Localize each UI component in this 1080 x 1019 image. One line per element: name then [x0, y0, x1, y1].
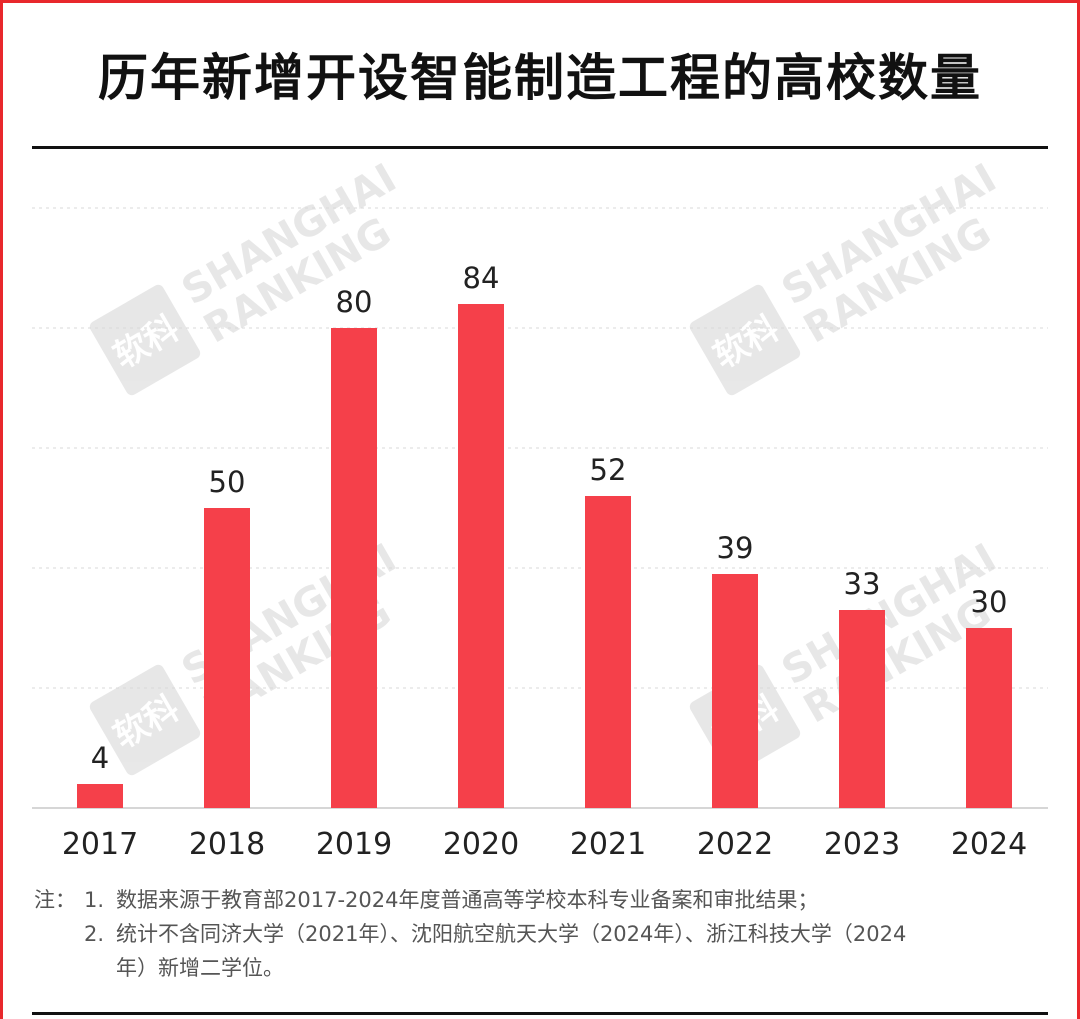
bar: [712, 574, 758, 808]
bar: [204, 508, 250, 808]
footnote: 注： 1. 数据来源于教育部2017-2024年度普通高等学校本科专业备案和审批…: [34, 883, 1048, 985]
bar: [458, 304, 504, 808]
footnote-lead: 注：: [34, 888, 76, 912]
frame-right-border: [1077, 0, 1080, 1019]
value-labels: 4 50 80 84 52 39 33 30: [91, 261, 1008, 775]
bottom-divider: [32, 1012, 1048, 1015]
data-label: 84: [463, 261, 500, 295]
x-tick-label: 2024: [951, 827, 1027, 862]
footnote-text: 数据来源于教育部2017-2024年度普通高等学校本科专业备案和审批结果；: [116, 888, 819, 912]
watermark-logo-icon: [689, 284, 801, 396]
data-label: 39: [717, 531, 754, 565]
footnote-row-2: 2. 统计不含同济大学（2021年）、沈阳航空航天大学（2024年）、浙江科技大…: [34, 917, 1048, 951]
bar: [77, 784, 123, 808]
data-label: 4: [91, 741, 109, 775]
footnote-number: 1.: [84, 888, 105, 912]
title-divider: [32, 146, 1048, 149]
footnote-row-1: 注： 1. 数据来源于教育部2017-2024年度普通高等学校本科专业备案和审批…: [34, 883, 1048, 917]
data-label: 50: [209, 465, 246, 499]
frame-left-border: [0, 0, 3, 1019]
chart-title: 历年新增开设智能制造工程的高校数量: [98, 49, 982, 107]
footnote-text: 统计不含同济大学（2021年）、沈阳航空航天大学（2024年）、浙江科技大学（2…: [116, 922, 907, 946]
x-tick-label: 2020: [443, 827, 519, 862]
x-tick-label: 2017: [62, 827, 138, 862]
watermark-logo-icon: [89, 664, 201, 776]
watermark-logo-icon: [89, 284, 201, 396]
bar: [839, 610, 885, 808]
data-label: 33: [844, 567, 881, 601]
bar: [585, 496, 631, 808]
x-tick-label: 2018: [189, 827, 265, 862]
data-label: 52: [590, 453, 627, 487]
x-tick-label: 2023: [824, 827, 900, 862]
bar: [331, 328, 377, 808]
x-tick-label: 2022: [697, 827, 773, 862]
footnote-continuation: 年）新增二学位。: [116, 956, 284, 980]
data-label: 30: [971, 585, 1008, 619]
frame-top-border: [0, 0, 1080, 3]
bar: [966, 628, 1012, 808]
x-tick-label: 2021: [570, 827, 646, 862]
bars: [77, 304, 1012, 808]
footnote-number: 2.: [84, 922, 105, 946]
x-axis-ticks: 2017 2018 2019 2020 2021 2022 2023 2024: [62, 827, 1027, 862]
data-label: 80: [336, 285, 373, 319]
x-tick-label: 2019: [316, 827, 392, 862]
